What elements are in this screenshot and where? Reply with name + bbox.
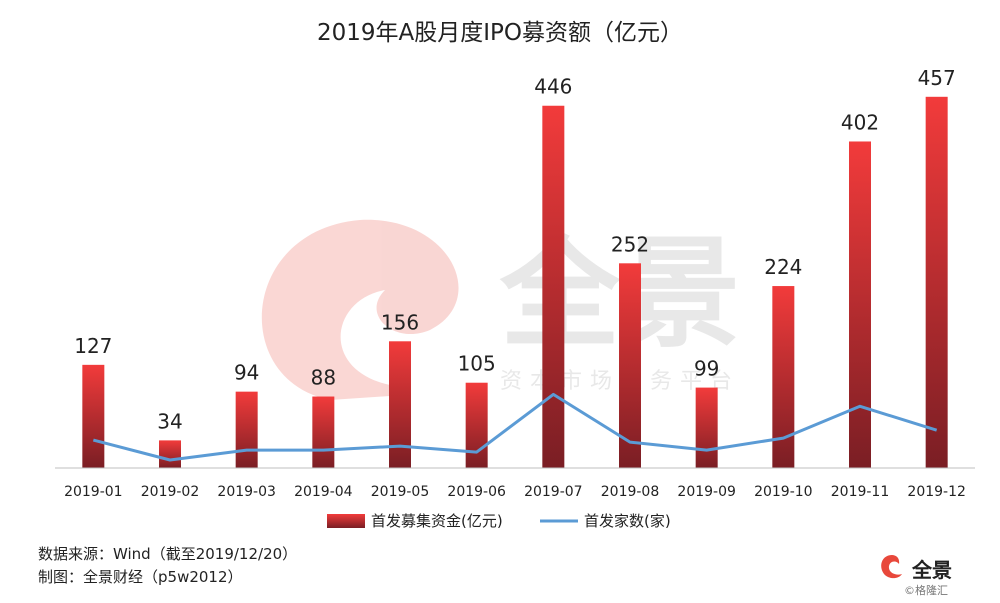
x-tick-2019-05: 2019-05 [371,484,430,500]
legend-line-label: 首发家数(家) [584,512,671,530]
bar-label-2019-03: 94 [234,361,259,385]
bar-label-2019-01: 127 [74,334,112,358]
bar-label-2019-05: 156 [381,310,419,334]
watermark-tagline: 资本市场服务平台 [500,369,740,394]
logo-swirl-icon [881,555,902,579]
bar-label-2019-06: 105 [458,352,496,376]
x-tick-2019-07: 2019-07 [524,484,583,500]
chart-maker-note: 制图：全景财经（p5w2012） [38,568,243,586]
bar-label-2019-12: 457 [918,66,956,90]
bar-label-2019-10: 224 [764,255,802,279]
data-source-note: 数据来源：Wind（截至2019/12/20） [38,545,298,563]
watermark-swirl-icon [261,219,459,400]
x-tick-2019-09: 2019-09 [677,484,736,500]
x-tick-2019-10: 2019-10 [754,484,813,500]
bar-2019-07 [542,105,565,469]
x-tick-2019-02: 2019-02 [141,484,200,500]
bar-2019-09 [695,387,718,468]
chart-title: 2019年A股月度IPO募资额（亿元） [317,20,683,46]
brand-logo: 全景 ©格隆汇 [876,552,986,600]
bar-2019-10 [772,286,795,468]
bar-2019-12 [925,96,948,469]
bar-label-2019-04: 88 [311,366,336,390]
x-tick-2019-11: 2019-11 [831,484,890,500]
line-series [92,392,938,462]
bar-2019-06 [465,382,488,468]
bar-label-2019-02: 34 [157,409,182,433]
bar-2019-04 [312,396,335,468]
bar-value-labels: 127 34 94 88 156 105 446 252 99 224 402 457 [74,66,956,434]
bar-label-2019-07: 446 [534,75,572,99]
x-tick-labels: 2019-01 2019-02 2019-03 2019-04 2019-05 2019-… [64,484,966,500]
legend-bar-label: 首发募集资金(亿元) [371,512,503,530]
legend: 首发募集资金(亿元) 首发家数(家) [327,512,671,530]
bar-2019-08 [619,263,641,468]
bar-label-2019-08: 252 [611,232,649,256]
x-tick-2019-08: 2019-08 [601,484,660,500]
x-tick-2019-06: 2019-06 [447,484,506,500]
bar-2019-05 [389,341,411,468]
watermark-credit: ©格隆汇 [904,584,948,597]
bar-2019-01 [82,364,105,468]
x-tick-2019-04: 2019-04 [294,484,353,500]
bar-2019-02 [159,440,181,468]
bar-label-2019-09: 99 [694,357,719,381]
bar-label-2019-11: 402 [841,110,879,134]
x-tick-2019-03: 2019-03 [217,484,276,500]
legend-bar-swatch [327,514,365,528]
x-tick-2019-01: 2019-01 [64,484,123,500]
bar-2019-03 [235,391,258,468]
x-tick-2019-12: 2019-12 [907,484,966,500]
bar-2019-11 [849,141,871,469]
logo-name: 全景 [912,558,952,582]
